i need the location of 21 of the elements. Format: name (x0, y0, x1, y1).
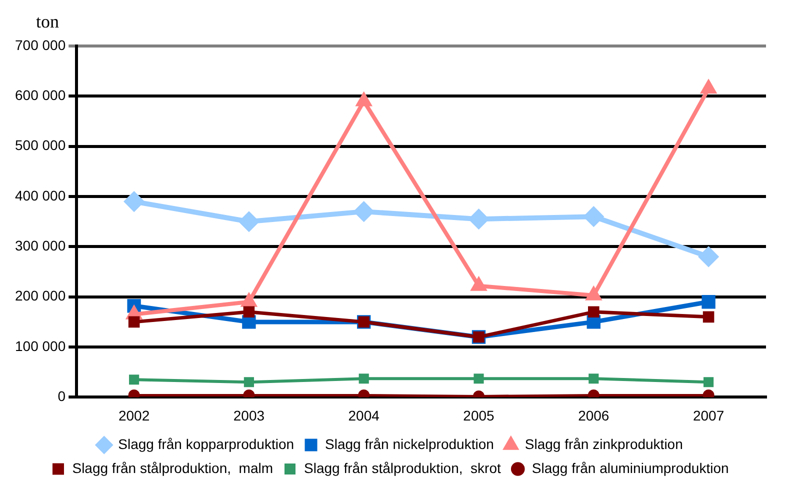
x-tick-label: 2005 (463, 407, 495, 424)
legend-label: Slagg från nickelproduktion (325, 436, 494, 452)
x-tick-label: 2007 (692, 407, 724, 424)
y-tick-label: 400 000 (14, 187, 66, 204)
y-tick-label: 200 000 (14, 288, 66, 304)
y-axis-title: ton (36, 12, 60, 32)
y-tick-label: 100 000 (14, 338, 66, 354)
legend-label: Slagg från zinkproduktion (524, 436, 683, 452)
y-tick-label: 700 000 (14, 36, 66, 53)
y-tick-label: 300 000 (14, 238, 66, 254)
y-tick-label: 500 000 (14, 137, 66, 154)
y-tick-label: 0 (58, 388, 66, 404)
x-tick-label: 2004 (348, 407, 380, 424)
x-tick-label: 2003 (233, 407, 265, 424)
y-tick-label: 600 000 (14, 87, 66, 104)
x-tick-label: 2006 (578, 407, 610, 424)
x-tick-label: 2002 (118, 407, 150, 424)
legend-label: Slagg från aluminiumproduktion (532, 460, 729, 476)
legend-label: Slagg från stålproduktion, skrot (304, 460, 501, 476)
legend-label: Slagg från stålproduktion, malm (72, 460, 273, 476)
legend-label: Slagg från kopparproduktion (118, 436, 294, 452)
